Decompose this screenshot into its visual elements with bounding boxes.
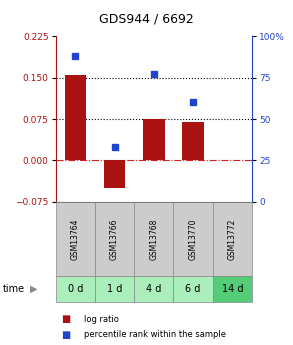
Bar [213, 202, 252, 276]
Text: log ratio: log ratio [84, 315, 118, 324]
Text: 4 d: 4 d [146, 284, 161, 294]
Text: GSM13772: GSM13772 [228, 218, 237, 259]
Bar [213, 276, 252, 302]
Bar [104, 160, 125, 188]
Bar [134, 276, 173, 302]
Text: ■: ■ [62, 330, 71, 339]
Bar [56, 276, 95, 302]
Bar [95, 276, 134, 302]
Text: percentile rank within the sample: percentile rank within the sample [84, 330, 226, 339]
Bar [56, 202, 95, 276]
Text: ▶: ▶ [30, 284, 38, 294]
Text: 0 d: 0 d [68, 284, 83, 294]
Text: GSM13770: GSM13770 [189, 218, 197, 260]
Text: GDS944 / 6692: GDS944 / 6692 [99, 12, 194, 25]
Bar [134, 202, 173, 276]
Bar [173, 202, 213, 276]
Text: 1 d: 1 d [107, 284, 122, 294]
Text: 14 d: 14 d [222, 284, 243, 294]
Bar [182, 122, 204, 160]
Text: GSM13764: GSM13764 [71, 218, 80, 260]
Bar [64, 75, 86, 160]
Text: ■: ■ [62, 314, 71, 324]
Bar [143, 119, 165, 160]
Bar [95, 202, 134, 276]
Bar [173, 276, 213, 302]
Text: GSM13768: GSM13768 [149, 218, 158, 259]
Text: 6 d: 6 d [185, 284, 201, 294]
Text: GSM13766: GSM13766 [110, 218, 119, 260]
Text: time: time [3, 284, 25, 294]
